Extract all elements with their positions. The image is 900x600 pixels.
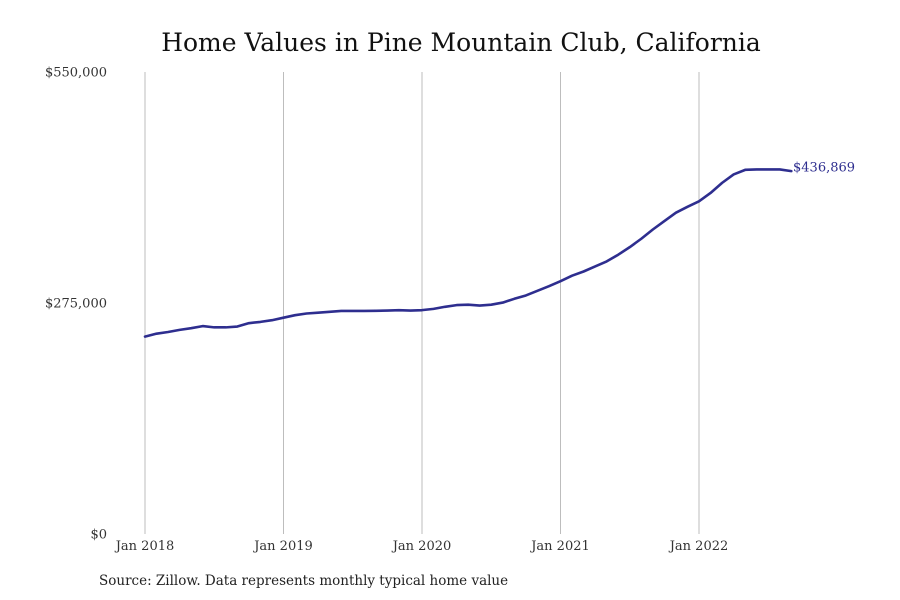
data-point — [525, 294, 527, 296]
data-point — [352, 310, 354, 312]
data-point — [756, 168, 758, 170]
y-axis-labels: $0 $275,000 $550,000 — [45, 66, 107, 543]
chart-title: Home Values in Pine Mountain Club, Calif… — [161, 28, 761, 57]
data-point — [686, 206, 688, 208]
data-point — [375, 310, 377, 312]
x-tick-label: Jan 2018 — [114, 539, 175, 554]
data-point — [709, 192, 711, 194]
x-tick-label: Jan 2022 — [668, 539, 729, 554]
data-point — [675, 212, 677, 214]
y-tick-label: $550,000 — [45, 66, 107, 81]
data-point — [571, 275, 573, 277]
data-point — [213, 326, 215, 328]
data-point — [605, 260, 607, 262]
data-point — [340, 310, 342, 312]
data-point — [409, 309, 411, 311]
data-point — [317, 311, 319, 313]
data-point — [328, 311, 330, 313]
data-point — [652, 228, 654, 230]
data-point — [502, 301, 504, 303]
x-tick-label: Jan 2020 — [391, 539, 452, 554]
y-tick-label: $0 — [90, 528, 107, 543]
data-point — [490, 303, 492, 305]
data-point — [421, 309, 423, 311]
data-point — [467, 303, 469, 305]
data-point — [167, 331, 169, 333]
data-point — [640, 238, 642, 240]
data-point — [386, 309, 388, 311]
data-point — [259, 321, 261, 323]
data-point — [294, 314, 296, 316]
data-point — [559, 280, 561, 282]
data-point — [248, 322, 250, 324]
x-axis-labels: Jan 2018 Jan 2019 Jan 2020 Jan 2021 Jan 2022 — [114, 539, 729, 554]
data-point — [455, 304, 457, 306]
data-point — [363, 310, 365, 312]
data-point — [732, 173, 734, 175]
data-points — [144, 168, 793, 338]
y-tick-label: $275,000 — [45, 297, 107, 312]
gridlines — [144, 72, 700, 534]
data-point — [444, 306, 446, 308]
end-value-label: $436,869 — [793, 161, 855, 176]
data-point — [548, 285, 550, 287]
data-point — [698, 200, 700, 202]
data-point — [271, 319, 273, 321]
x-tick-label: Jan 2021 — [529, 539, 590, 554]
data-point — [721, 182, 723, 184]
data-point — [744, 169, 746, 171]
data-point — [225, 326, 227, 328]
data-point — [594, 265, 596, 267]
data-point — [582, 270, 584, 272]
data-point — [144, 335, 146, 337]
data-point — [155, 332, 157, 334]
data-point — [629, 246, 631, 248]
data-point — [398, 309, 400, 311]
data-point — [617, 254, 619, 256]
series-line — [143, 168, 793, 338]
data-point — [432, 308, 434, 310]
data-point — [305, 312, 307, 314]
data-point — [536, 290, 538, 292]
source-note: Source: Zillow. Data represents monthly … — [99, 573, 508, 589]
data-point — [663, 220, 665, 222]
data-point — [190, 327, 192, 329]
data-point — [779, 168, 781, 170]
data-point — [282, 317, 284, 319]
data-point — [178, 329, 180, 331]
data-point — [202, 325, 204, 327]
data-point — [767, 168, 769, 170]
x-tick-label: Jan 2019 — [252, 539, 313, 554]
data-point — [513, 298, 515, 300]
data-point — [479, 304, 481, 306]
data-point — [236, 325, 238, 327]
